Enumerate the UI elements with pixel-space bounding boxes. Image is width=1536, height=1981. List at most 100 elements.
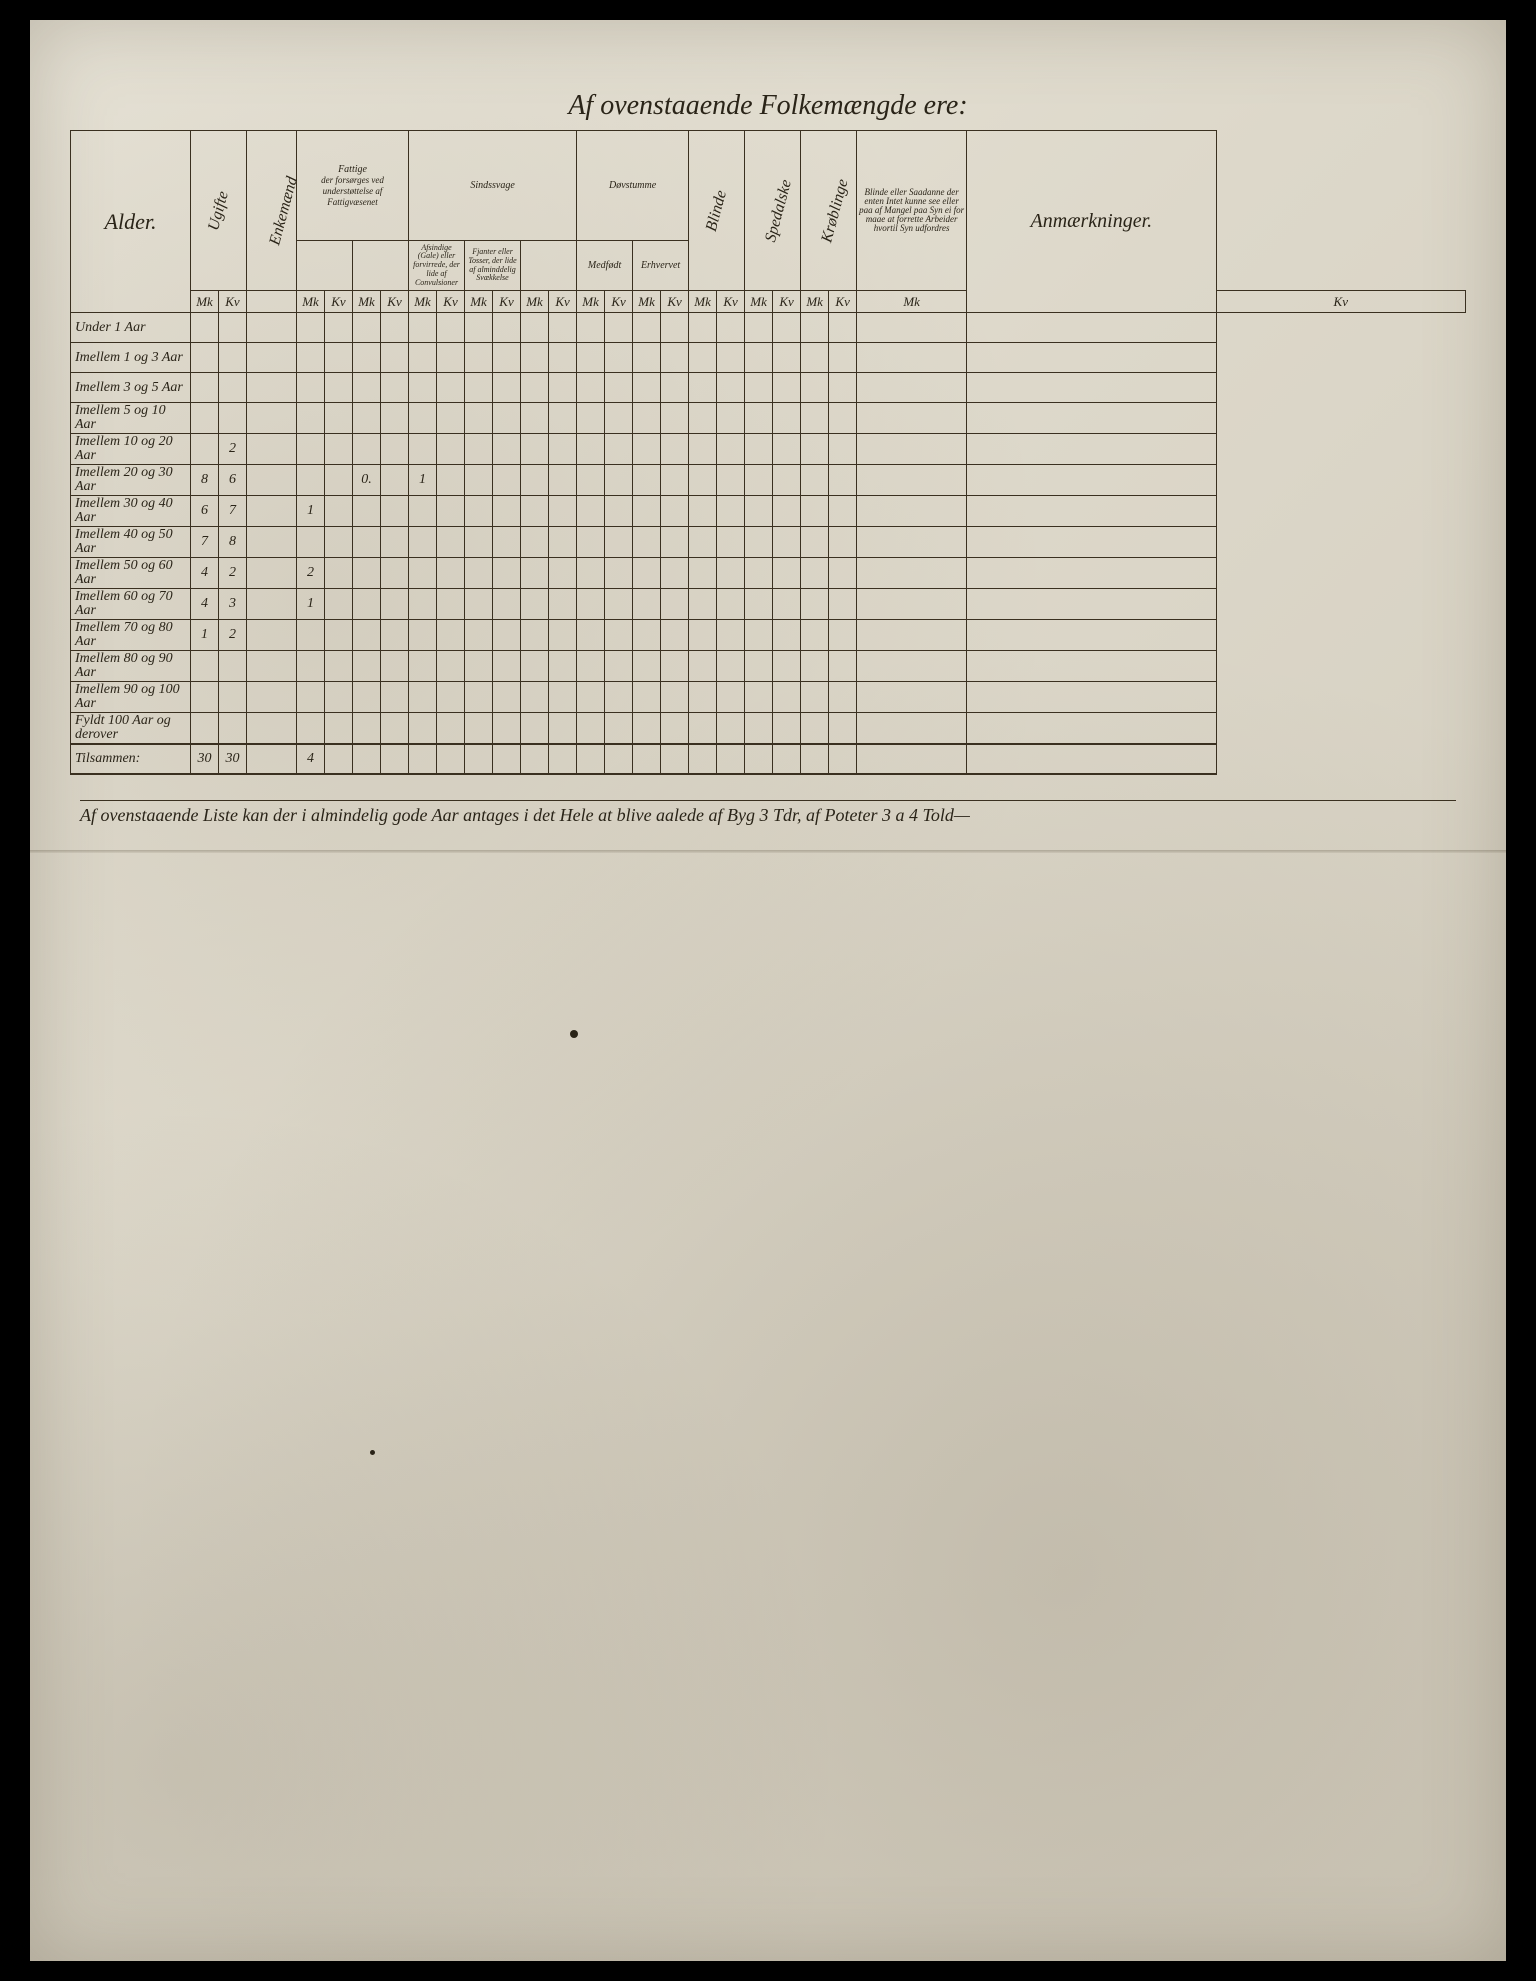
table-cell bbox=[745, 496, 773, 527]
table-cell: Imellem 80 og 90 Aar bbox=[71, 651, 191, 682]
table-cell bbox=[801, 589, 829, 620]
table-cell bbox=[353, 343, 381, 373]
table-cell bbox=[409, 744, 437, 774]
table-cell bbox=[857, 620, 967, 651]
table-cell bbox=[325, 651, 353, 682]
table-cell bbox=[549, 313, 577, 343]
table-cell bbox=[661, 558, 689, 589]
table-cell bbox=[717, 589, 745, 620]
table-cell: 1 bbox=[409, 465, 437, 496]
table-cell bbox=[857, 527, 967, 558]
table-cell: Imellem 70 og 80 Aar bbox=[71, 620, 191, 651]
table-cell bbox=[857, 465, 967, 496]
table-cell bbox=[605, 465, 633, 496]
table-cell bbox=[689, 496, 717, 527]
table-cell bbox=[353, 496, 381, 527]
table-cell bbox=[297, 373, 325, 403]
paper-fold bbox=[30, 850, 1506, 853]
table-cell bbox=[661, 313, 689, 343]
table-cell bbox=[577, 403, 605, 434]
table-cell: 2 bbox=[219, 620, 247, 651]
table-cell bbox=[717, 465, 745, 496]
table-cell bbox=[717, 682, 745, 713]
table-cell bbox=[493, 620, 521, 651]
table-cell bbox=[493, 434, 521, 465]
table-cell bbox=[549, 558, 577, 589]
table-cell bbox=[801, 465, 829, 496]
sub-mk: Mk bbox=[521, 291, 549, 313]
table-cell bbox=[745, 313, 773, 343]
table-cell bbox=[773, 620, 801, 651]
sub-kv: Kv bbox=[493, 291, 521, 313]
table-cell bbox=[465, 313, 493, 343]
table-cell bbox=[829, 744, 857, 774]
table-cell bbox=[521, 682, 549, 713]
table-cell bbox=[247, 434, 297, 465]
table-cell bbox=[967, 434, 1216, 465]
table-cell bbox=[745, 713, 773, 745]
table-row: Imellem 70 og 80 Aar12 bbox=[71, 620, 1466, 651]
table-cell bbox=[549, 682, 577, 713]
table-cell bbox=[325, 558, 353, 589]
table-cell: Under 1 Aar bbox=[71, 313, 191, 343]
table-cell bbox=[191, 343, 219, 373]
table-cell bbox=[745, 373, 773, 403]
table-cell bbox=[437, 313, 465, 343]
table-cell: Imellem 50 og 60 Aar bbox=[71, 558, 191, 589]
table-cell bbox=[297, 403, 325, 434]
table-row: Imellem 60 og 70 Aar431 bbox=[71, 589, 1466, 620]
page-title: Af ovenstaaende Folkemængde ere: bbox=[30, 90, 1506, 122]
table-cell bbox=[437, 434, 465, 465]
table-cell bbox=[381, 496, 409, 527]
table-cell bbox=[381, 527, 409, 558]
table-cell bbox=[549, 373, 577, 403]
table-cell bbox=[745, 620, 773, 651]
table-cell bbox=[967, 558, 1216, 589]
table-cell bbox=[745, 589, 773, 620]
table-cell bbox=[633, 343, 661, 373]
table-cell bbox=[521, 465, 549, 496]
table-row: Imellem 80 og 90 Aar bbox=[71, 651, 1466, 682]
table-cell bbox=[353, 620, 381, 651]
table-cell: Tilsammen: bbox=[71, 744, 191, 774]
table-cell bbox=[661, 343, 689, 373]
table-cell bbox=[773, 434, 801, 465]
sub-kv: Kv bbox=[219, 291, 247, 313]
table-cell bbox=[493, 403, 521, 434]
table-cell bbox=[689, 558, 717, 589]
table-cell bbox=[521, 403, 549, 434]
table-cell bbox=[493, 744, 521, 774]
table-cell: 2 bbox=[219, 434, 247, 465]
table-cell bbox=[577, 682, 605, 713]
table-cell bbox=[857, 373, 967, 403]
table-cell bbox=[633, 434, 661, 465]
hdr-alder: Alder. bbox=[71, 131, 191, 313]
table-cell bbox=[801, 651, 829, 682]
table-cell bbox=[967, 744, 1216, 774]
table-cell bbox=[773, 713, 801, 745]
hdr-sind-c bbox=[521, 241, 577, 291]
table-cell: Imellem 40 og 50 Aar bbox=[71, 527, 191, 558]
table-cell bbox=[717, 558, 745, 589]
table-cell bbox=[381, 651, 409, 682]
table-cell bbox=[465, 496, 493, 527]
table-cell bbox=[437, 651, 465, 682]
table-cell bbox=[633, 496, 661, 527]
table-cell bbox=[745, 744, 773, 774]
table-cell bbox=[745, 558, 773, 589]
table-cell bbox=[967, 682, 1216, 713]
sub-kv: Kv bbox=[437, 291, 465, 313]
table-cell bbox=[381, 343, 409, 373]
sub-kv: Kv bbox=[1216, 291, 1465, 313]
table-cell bbox=[493, 651, 521, 682]
table-cell bbox=[325, 496, 353, 527]
table-cell bbox=[247, 651, 297, 682]
table-cell bbox=[829, 496, 857, 527]
hdr-fat-a bbox=[297, 241, 353, 291]
table-cell bbox=[465, 713, 493, 745]
table-cell bbox=[801, 620, 829, 651]
census-table-wrap: Alder. Ugifte Enkemænd Fattigeder forsør… bbox=[70, 130, 1466, 775]
table-cell bbox=[409, 373, 437, 403]
table-cell bbox=[409, 558, 437, 589]
table-cell bbox=[577, 343, 605, 373]
